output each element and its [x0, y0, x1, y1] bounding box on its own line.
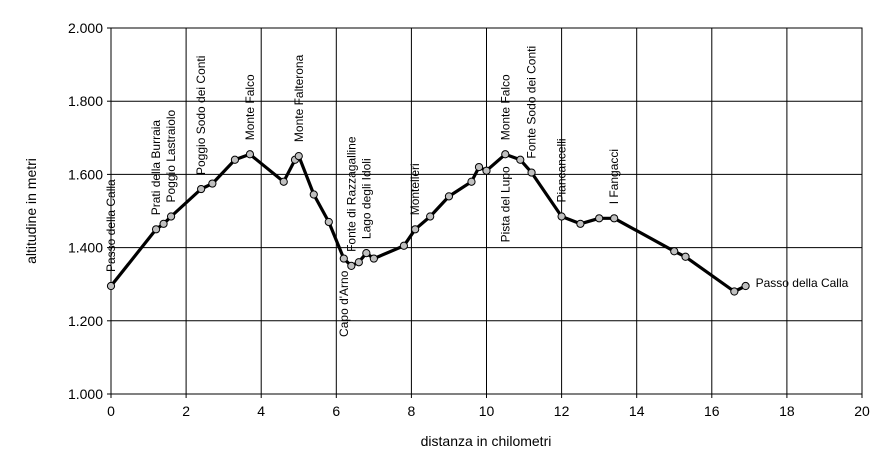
data-point — [557, 212, 566, 221]
data-point — [294, 152, 303, 161]
y-axis-title: altitudine in metri — [23, 158, 39, 264]
waypoint-label: Monte Falterona — [292, 54, 306, 142]
data-point — [426, 212, 435, 221]
data-point — [576, 219, 585, 228]
x-tick-label: 10 — [479, 403, 495, 419]
waypoint-label: Pista del Lupo — [498, 166, 512, 242]
data-point — [670, 247, 679, 256]
data-point — [730, 287, 739, 296]
x-tick-label: 12 — [554, 403, 570, 419]
data-point — [369, 254, 378, 263]
waypoint-label: I Fangacci — [607, 149, 621, 204]
x-axis-tick-labels: 0 2 4 6 8 10 12 14 16 18 20 — [107, 394, 870, 419]
x-tick-label: 8 — [408, 403, 416, 419]
data-point — [347, 261, 356, 270]
data-point — [610, 214, 619, 223]
y-tick-label: 2.000 — [68, 20, 103, 36]
waypoint-label: Montelleri — [408, 163, 422, 215]
data-point — [741, 281, 750, 291]
data-point — [444, 192, 454, 201]
data-point — [362, 248, 371, 258]
waypoint-label: Prati della Burraia — [149, 120, 163, 216]
data-point — [159, 219, 168, 228]
data-point — [595, 214, 604, 223]
data-point — [309, 190, 318, 199]
waypoint-label: Poggio Sodo dei Conti — [194, 56, 208, 175]
x-axis-title: distanza in chilometri — [421, 433, 552, 449]
y-tick-label: 1.000 — [68, 386, 103, 402]
x-tick-label: 18 — [779, 403, 795, 419]
data-point — [516, 155, 525, 164]
y-tick-label: 1.600 — [68, 166, 103, 182]
data-point — [474, 162, 484, 172]
x-tick-label: 6 — [332, 403, 340, 419]
waypoint-label: Piancancelli — [555, 138, 569, 202]
data-point-markers — [106, 150, 750, 296]
waypoint-label: Monte Falco — [243, 74, 257, 140]
y-tick-label: 1.200 — [68, 313, 103, 329]
x-tick-label: 14 — [629, 403, 645, 419]
waypoint-label: Lago degli Idoli — [359, 158, 373, 239]
data-point — [339, 254, 348, 263]
y-tick-label: 1.400 — [68, 240, 103, 256]
waypoint-label: Fonte Sodo dei Conti — [525, 46, 539, 159]
grid-lines — [111, 28, 862, 394]
data-point — [279, 177, 288, 186]
waypoint-label: Poggio Lastraiolo — [164, 109, 178, 202]
data-point — [501, 150, 510, 159]
x-tick-label: 16 — [704, 403, 720, 419]
data-point — [324, 217, 333, 227]
waypoint-label: Passo della Calla — [104, 179, 118, 272]
y-axis-tick-labels: 1.000 1.200 1.400 1.600 1.800 2.000 — [68, 20, 111, 402]
x-tick-label: 4 — [257, 403, 265, 419]
data-point — [197, 184, 206, 194]
data-point — [527, 168, 536, 177]
waypoint-label: Capo d'Arno — [337, 270, 351, 337]
data-point — [482, 166, 491, 175]
y-tick-label: 1.800 — [68, 93, 103, 109]
waypoint-label: Fonte di Razzagalline — [344, 136, 358, 252]
data-point — [399, 241, 408, 250]
x-tick-label: 2 — [182, 403, 190, 419]
data-point — [245, 150, 255, 159]
data-point — [166, 212, 176, 221]
waypoint-label: Passo della Calla — [756, 276, 849, 290]
data-point — [681, 252, 690, 261]
data-point — [354, 258, 363, 267]
data-point — [106, 281, 116, 291]
x-tick-label: 0 — [107, 403, 115, 419]
x-tick-label: 20 — [854, 403, 870, 419]
data-point — [151, 225, 161, 234]
data-point — [411, 225, 420, 234]
data-point — [230, 155, 240, 164]
waypoint-label: Monte Falco — [498, 74, 512, 140]
data-point — [467, 177, 476, 186]
data-point — [208, 179, 217, 188]
